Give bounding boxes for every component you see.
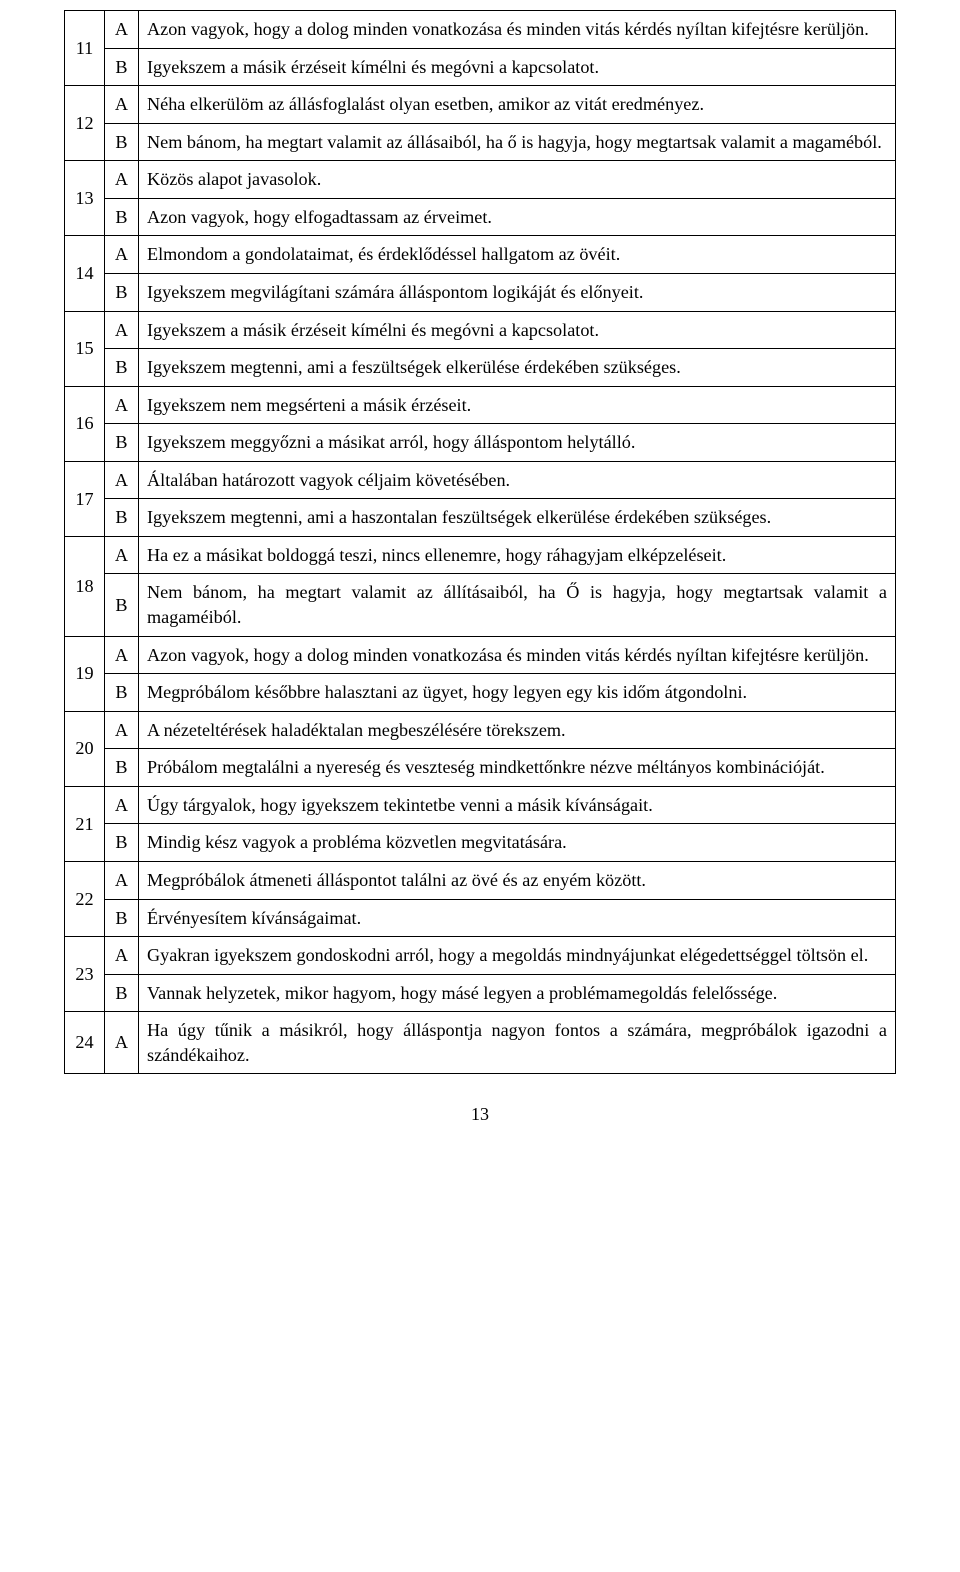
option-letter: B: [105, 273, 139, 311]
question-number: 14: [65, 236, 105, 311]
option-letter: B: [105, 974, 139, 1012]
table-row: 14AElmondom a gondolataimat, és érdeklőd…: [65, 236, 896, 274]
question-number: 19: [65, 636, 105, 711]
option-text: Azon vagyok, hogy a dolog minden vonatko…: [139, 636, 896, 674]
option-letter: A: [105, 311, 139, 349]
option-letter: A: [105, 11, 139, 49]
option-letter: B: [105, 674, 139, 712]
table-row: BMegpróbálom későbbre halasztani az ügye…: [65, 674, 896, 712]
option-letter: B: [105, 198, 139, 236]
option-text: Igyekszem a másik érzéseit kímélni és me…: [139, 48, 896, 86]
option-text: Igyekszem megtenni, ami a haszontalan fe…: [139, 499, 896, 537]
question-number: 15: [65, 311, 105, 386]
option-text: Igyekszem nem megsérteni a másik érzései…: [139, 386, 896, 424]
table-row: BIgyekszem megtenni, ami a haszontalan f…: [65, 499, 896, 537]
table-row: 12ANéha elkerülöm az állásfoglalást olya…: [65, 86, 896, 124]
option-text: A nézeteltérések haladéktalan megbeszélé…: [139, 711, 896, 749]
option-text: Megpróbálok átmeneti álláspontot találni…: [139, 861, 896, 899]
option-text: Nem bánom, ha megtart valamit az állítás…: [139, 574, 896, 636]
document-page: 11AAzon vagyok, hogy a dolog minden vona…: [0, 0, 960, 1149]
option-text: Igyekszem megtenni, ami a feszültségek e…: [139, 349, 896, 387]
table-row: BIgyekszem megvilágítani számára álláspo…: [65, 273, 896, 311]
option-letter: B: [105, 574, 139, 636]
question-number: 18: [65, 536, 105, 636]
table-row: 11AAzon vagyok, hogy a dolog minden vona…: [65, 11, 896, 49]
option-text: Ha ez a másikat boldoggá teszi, nincs el…: [139, 536, 896, 574]
option-text: Igyekszem megvilágítani számára álláspon…: [139, 273, 896, 311]
table-row: 16AIgyekszem nem megsérteni a másik érzé…: [65, 386, 896, 424]
table-row: BAzon vagyok, hogy elfogadtassam az érve…: [65, 198, 896, 236]
option-letter: B: [105, 749, 139, 787]
option-letter: A: [105, 461, 139, 499]
option-letter: A: [105, 161, 139, 199]
question-number: 17: [65, 461, 105, 536]
option-text: Próbálom megtalálni a nyereség és veszte…: [139, 749, 896, 787]
question-number: 13: [65, 161, 105, 236]
table-row: 19AAzon vagyok, hogy a dolog minden vona…: [65, 636, 896, 674]
question-number: 24: [65, 1012, 105, 1074]
option-text: Igyekszem meggyőzni a másikat arról, hog…: [139, 424, 896, 462]
option-text: Mindig kész vagyok a probléma közvetlen …: [139, 824, 896, 862]
page-number: 13: [64, 1104, 896, 1125]
table-row: 15AIgyekszem a másik érzéseit kímélni és…: [65, 311, 896, 349]
option-text: Azon vagyok, hogy a dolog minden vonatko…: [139, 11, 896, 49]
table-row: 20AA nézeteltérések haladéktalan megbesz…: [65, 711, 896, 749]
question-number: 11: [65, 11, 105, 86]
question-number: 23: [65, 937, 105, 1012]
table-row: BVannak helyzetek, mikor hagyom, hogy má…: [65, 974, 896, 1012]
question-number: 16: [65, 386, 105, 461]
option-letter: B: [105, 499, 139, 537]
option-letter: A: [105, 786, 139, 824]
table-row: 22AMegpróbálok átmeneti álláspontot talá…: [65, 861, 896, 899]
table-row: BIgyekszem a másik érzéseit kímélni és m…: [65, 48, 896, 86]
option-letter: B: [105, 899, 139, 937]
option-letter: B: [105, 48, 139, 86]
option-letter: B: [105, 424, 139, 462]
option-text: Igyekszem a másik érzéseit kímélni és me…: [139, 311, 896, 349]
option-letter: A: [105, 711, 139, 749]
option-letter: A: [105, 636, 139, 674]
table-row: 24AHa úgy tűnik a másikról, hogy álláspo…: [65, 1012, 896, 1074]
option-letter: A: [105, 536, 139, 574]
table-row: 13AKözös alapot javasolok.: [65, 161, 896, 199]
option-text: Úgy tárgyalok, hogy igyekszem tekintetbe…: [139, 786, 896, 824]
option-letter: A: [105, 386, 139, 424]
table-row: BÉrvényesítem kívánságaimat.: [65, 899, 896, 937]
table-row: 23AGyakran igyekszem gondoskodni arról, …: [65, 937, 896, 975]
option-text: Nem bánom, ha megtart valamit az állásai…: [139, 123, 896, 161]
table-row: BIgyekszem meggyőzni a másikat arról, ho…: [65, 424, 896, 462]
questionnaire-table: 11AAzon vagyok, hogy a dolog minden vona…: [64, 10, 896, 1074]
table-row: BNem bánom, ha megtart valamit az állása…: [65, 123, 896, 161]
option-text: Azon vagyok, hogy elfogadtassam az érvei…: [139, 198, 896, 236]
option-text: Közös alapot javasolok.: [139, 161, 896, 199]
question-number: 21: [65, 786, 105, 861]
option-text: Gyakran igyekszem gondoskodni arról, hog…: [139, 937, 896, 975]
table-row: BPróbálom megtalálni a nyereség és veszt…: [65, 749, 896, 787]
table-row: 17AÁltalában határozott vagyok céljaim k…: [65, 461, 896, 499]
option-letter: B: [105, 824, 139, 862]
option-text: Elmondom a gondolataimat, és érdeklődéss…: [139, 236, 896, 274]
option-letter: B: [105, 123, 139, 161]
option-text: Megpróbálom későbbre halasztani az ügyet…: [139, 674, 896, 712]
option-letter: A: [105, 861, 139, 899]
option-text: Általában határozott vagyok céljaim köve…: [139, 461, 896, 499]
option-letter: B: [105, 349, 139, 387]
option-text: Érvényesítem kívánságaimat.: [139, 899, 896, 937]
option-letter: A: [105, 236, 139, 274]
question-number: 20: [65, 711, 105, 786]
table-row: BIgyekszem megtenni, ami a feszültségek …: [65, 349, 896, 387]
option-text: Ha úgy tűnik a másikról, hogy álláspontj…: [139, 1012, 896, 1074]
option-text: Néha elkerülöm az állásfoglalást olyan e…: [139, 86, 896, 124]
option-text: Vannak helyzetek, mikor hagyom, hogy más…: [139, 974, 896, 1012]
table-row: 21AÚgy tárgyalok, hogy igyekszem tekinte…: [65, 786, 896, 824]
table-row: BMindig kész vagyok a probléma közvetlen…: [65, 824, 896, 862]
option-letter: A: [105, 1012, 139, 1074]
table-row: BNem bánom, ha megtart valamit az állítá…: [65, 574, 896, 636]
option-letter: A: [105, 86, 139, 124]
question-number: 12: [65, 86, 105, 161]
question-number: 22: [65, 861, 105, 936]
option-letter: A: [105, 937, 139, 975]
table-row: 18AHa ez a másikat boldoggá teszi, nincs…: [65, 536, 896, 574]
